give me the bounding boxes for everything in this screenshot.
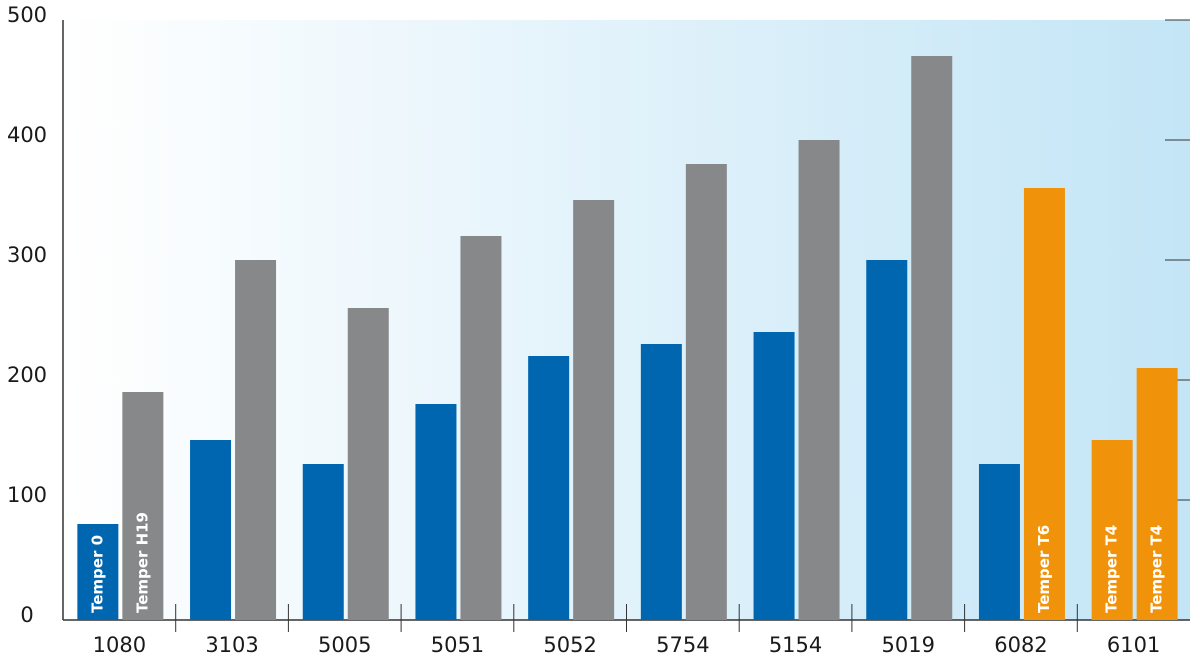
bar (235, 260, 277, 620)
bar (798, 140, 840, 620)
x-tick-label: 6082 (994, 633, 1047, 657)
bar (911, 56, 953, 620)
bar (866, 260, 908, 620)
x-tick-label: 5154 (769, 633, 822, 657)
bar (302, 464, 344, 620)
bar (753, 332, 795, 620)
bar (1091, 440, 1133, 620)
bar (978, 464, 1020, 620)
bar (573, 200, 615, 620)
y-tick-label: 100 (7, 483, 47, 507)
bar-label: Temper 0 (88, 535, 106, 613)
bar (640, 344, 682, 620)
bar (347, 308, 389, 620)
bar (1023, 188, 1065, 620)
x-tick-label: 3103 (205, 633, 258, 657)
bar-label: Temper T4 (1148, 525, 1166, 613)
x-tick-label: 5051 (431, 633, 484, 657)
bar (190, 440, 232, 620)
y-tick-label: 500 (7, 3, 47, 27)
bar-label: Temper T6 (1035, 525, 1053, 613)
x-tick-label: 5019 (882, 633, 935, 657)
bar (1136, 368, 1178, 620)
bar (460, 236, 502, 620)
x-tick-label: 5754 (656, 633, 709, 657)
y-tick-label: 400 (7, 123, 47, 147)
y-tick-label: 0 (20, 603, 33, 627)
bar (122, 392, 164, 620)
bar-label: Temper T4 (1103, 525, 1121, 613)
x-tick-label: 5052 (543, 633, 596, 657)
bar-label: Temper H19 (133, 512, 151, 613)
plot-background (63, 20, 1190, 620)
x-tick-label: 1080 (93, 633, 146, 657)
bar (528, 356, 570, 620)
y-tick-label: 200 (7, 363, 47, 387)
bar (415, 404, 457, 620)
x-tick-label: 5005 (318, 633, 371, 657)
bar (685, 164, 727, 620)
x-tick-label: 6101 (1107, 633, 1160, 657)
bar (77, 524, 119, 620)
y-tick-label: 300 (7, 243, 47, 267)
